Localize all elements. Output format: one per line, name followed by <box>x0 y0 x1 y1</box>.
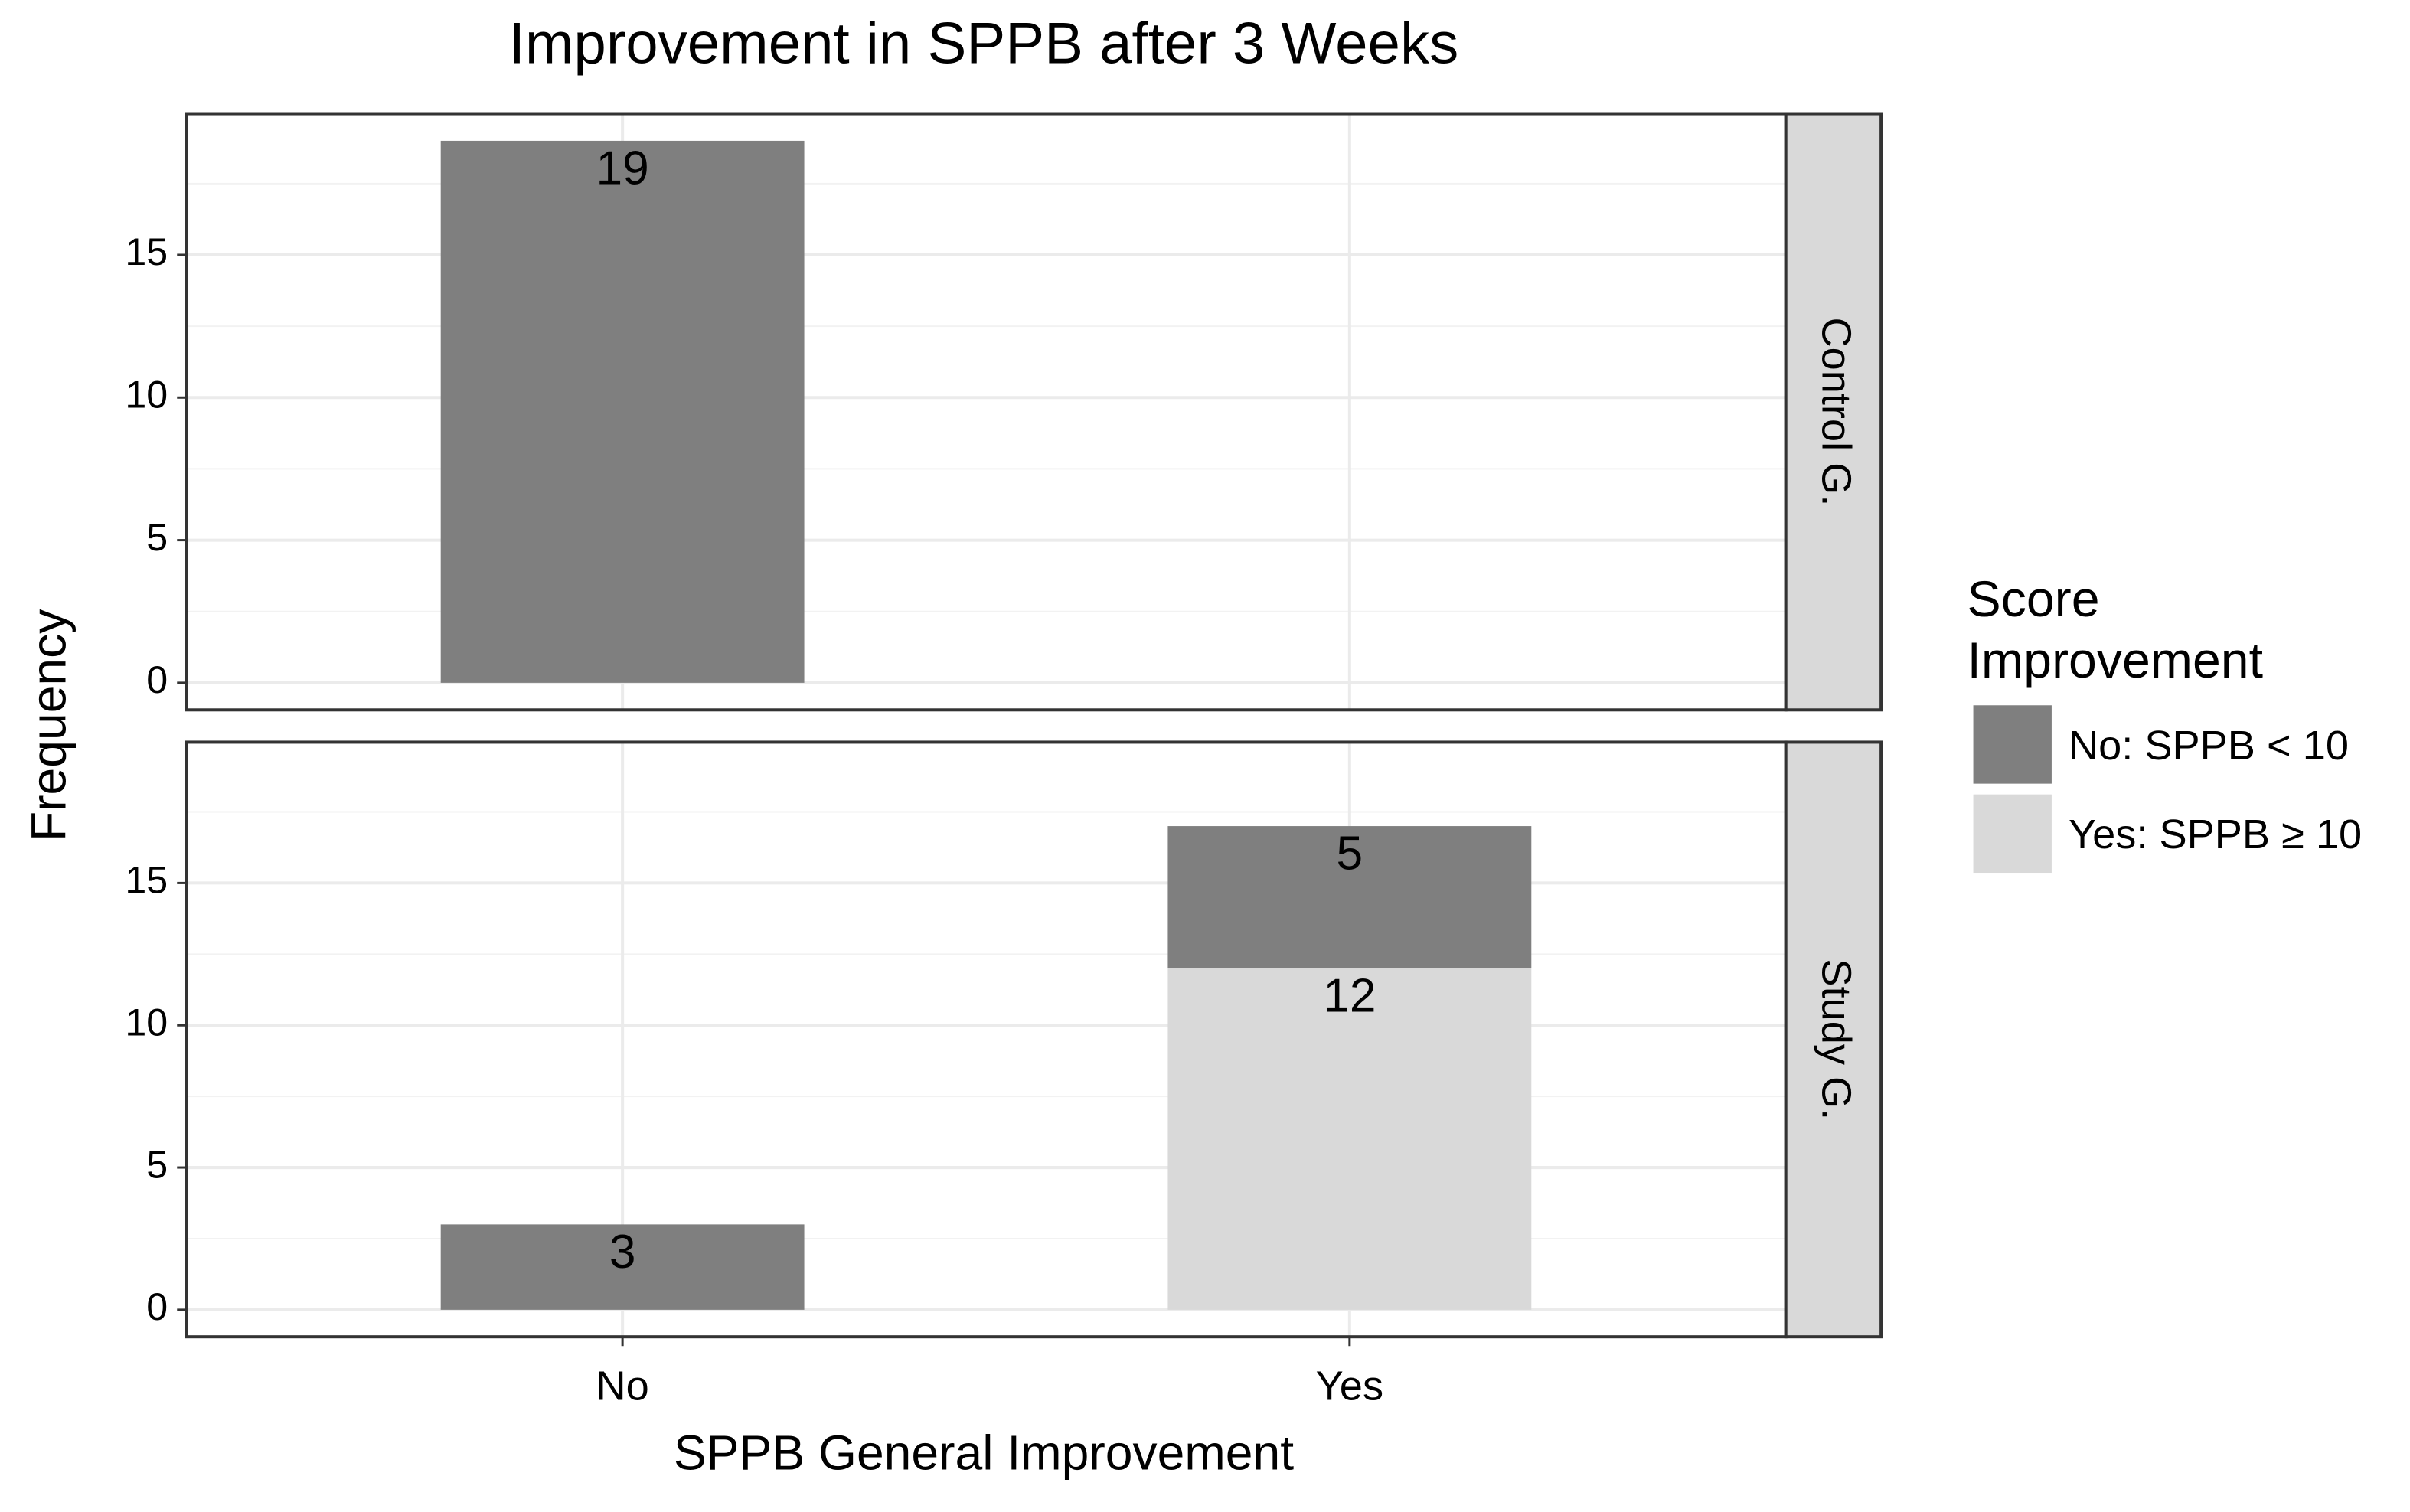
data-label: 3 <box>609 1226 636 1279</box>
legend-label: Yes: SPPB ≥ 10 <box>2069 812 2362 857</box>
data-label: 12 <box>1323 969 1376 1022</box>
y-tick-label: 15 <box>125 230 168 273</box>
x-axis-label: SPPB General Improvement <box>674 1425 1294 1481</box>
legend-title-box: Score Improvement <box>1967 570 2264 689</box>
bar-segment <box>1167 826 1532 968</box>
x-tick-label: Yes <box>1316 1363 1383 1409</box>
y-tick-label: 5 <box>146 516 168 559</box>
data-label: 19 <box>596 142 649 195</box>
bar-segment <box>1167 968 1532 1310</box>
y-axis-label: Frequency <box>21 609 77 841</box>
y-tick-label: 15 <box>125 859 168 902</box>
y-tick-label: 10 <box>125 1001 168 1043</box>
bar-segment <box>440 1224 805 1310</box>
legend-key <box>1973 794 2052 874</box>
y-tick-label: 0 <box>146 1285 168 1328</box>
strip-label: Study G. <box>1814 958 1860 1120</box>
bar-segment <box>440 140 805 683</box>
x-tick-label: No <box>596 1363 648 1409</box>
y-tick-label: 0 <box>146 658 168 701</box>
y-tick-label: 5 <box>146 1143 168 1186</box>
y-tick-label: 10 <box>125 374 168 416</box>
strip-label: Control G. <box>1814 317 1860 506</box>
legend-key <box>1973 705 2052 784</box>
legend-label: No: SPPB < 10 <box>2069 723 2349 769</box>
legend-title: Score Improvement <box>1967 570 2264 689</box>
chart-title: Improvement in SPPB after 3 Weeks <box>509 11 1459 76</box>
data-label: 5 <box>1337 828 1363 880</box>
strip <box>1784 740 1883 1339</box>
panel-background <box>186 113 1786 710</box>
strip <box>1784 112 1883 712</box>
panel-background <box>186 742 1786 1337</box>
